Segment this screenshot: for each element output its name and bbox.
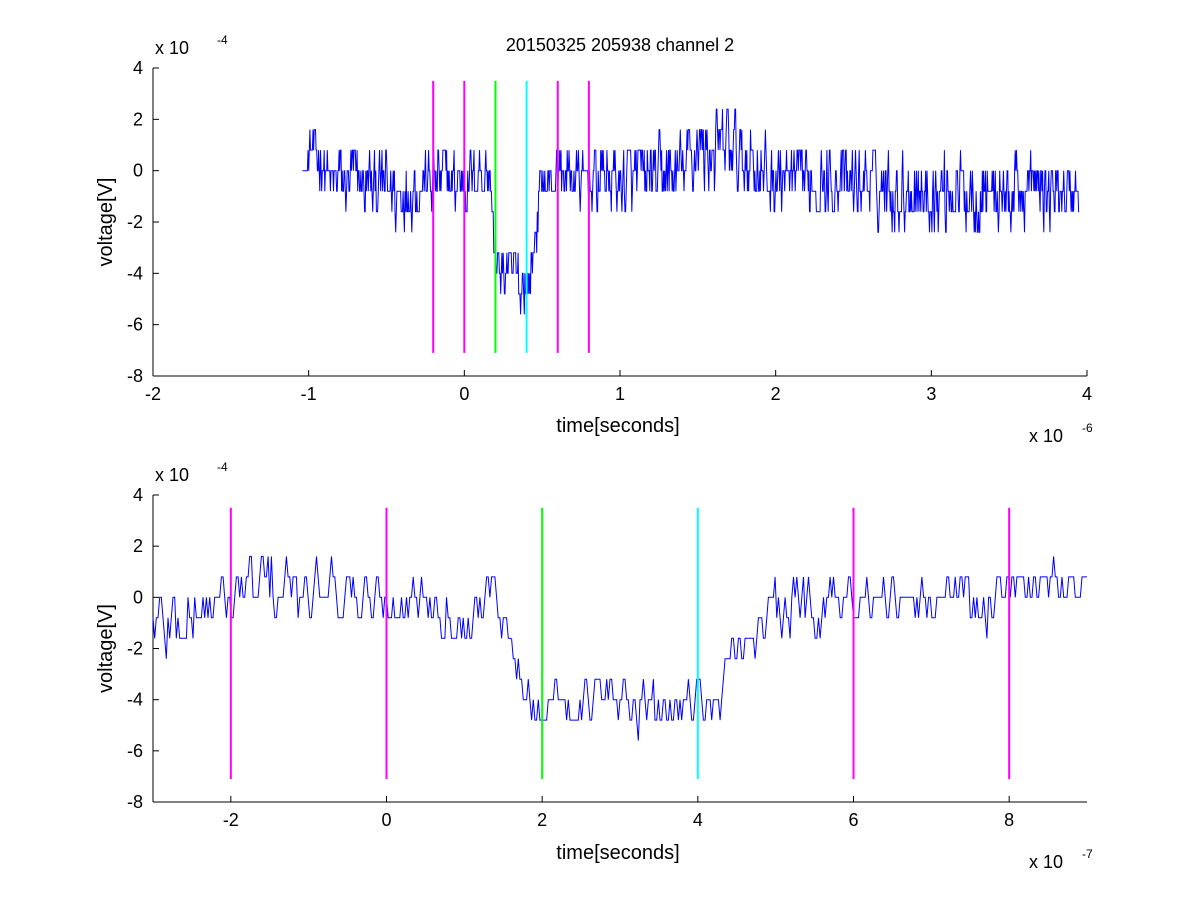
y-axis-label: voltage[V] <box>95 178 117 267</box>
x-exponent-label: x 10 <box>1029 852 1063 872</box>
plot-bottom: -2 0 2 4 6 8 -8 -6 -4 -2 0 2 4 time[seconds] voltage[V… <box>95 460 1093 872</box>
y-exponent-power: -4 <box>217 33 228 47</box>
y-tick-label: 4 <box>133 485 143 505</box>
x-exponent-power: -7 <box>1082 847 1093 861</box>
x-axis-label: time[seconds] <box>556 842 679 864</box>
y-exponent-label: x 10 <box>155 38 189 58</box>
x-tick-label: 2 <box>537 810 547 830</box>
x-tick-label: 4 <box>1082 384 1092 404</box>
x-tick-label: 6 <box>848 810 858 830</box>
y-tick-label: -6 <box>127 741 143 761</box>
y-axis-label: voltage[V] <box>95 604 117 693</box>
x-tick-label: 8 <box>1004 810 1014 830</box>
y-tick-label: 0 <box>133 161 143 181</box>
x-exponent-label: x 10 <box>1029 426 1063 446</box>
x-tick-label: -2 <box>145 384 161 404</box>
plot-top: -2 -1 0 1 2 3 4 -8 -6 -4 -2 0 2 4 time[seconds] voltage… <box>95 33 1093 446</box>
y-tick-label: 0 <box>133 587 143 607</box>
x-tick-label: 0 <box>381 810 391 830</box>
y-tick-label: 2 <box>133 536 143 556</box>
signal-trace <box>152 555 1087 741</box>
x-axis-label: time[seconds] <box>556 415 679 437</box>
x-tick-label: -1 <box>301 384 317 404</box>
y-tick-label: -4 <box>127 263 143 283</box>
y-exponent-label: x 10 <box>155 465 189 485</box>
y-tick-label: -8 <box>127 792 143 812</box>
signal-trace <box>302 108 1080 315</box>
x-tick-label: 0 <box>459 384 469 404</box>
x-tick-label: 1 <box>615 384 625 404</box>
x-exponent-power: -6 <box>1082 421 1093 435</box>
y-tick-label: -2 <box>127 212 143 232</box>
y-tick-label: -6 <box>127 315 143 335</box>
y-exponent-power: -4 <box>217 460 228 474</box>
x-tick-label: -2 <box>223 810 239 830</box>
x-tick-label: 2 <box>771 384 781 404</box>
y-tick-label: 4 <box>133 58 143 78</box>
x-tick-label: 4 <box>693 810 703 830</box>
y-tick-label: 2 <box>133 109 143 129</box>
y-tick-label: -4 <box>127 690 143 710</box>
y-tick-label: -8 <box>127 366 143 386</box>
figure-title: 20150325 205938 channel 2 <box>506 35 734 55</box>
y-tick-label: -2 <box>127 639 143 659</box>
x-tick-label: 3 <box>926 384 936 404</box>
